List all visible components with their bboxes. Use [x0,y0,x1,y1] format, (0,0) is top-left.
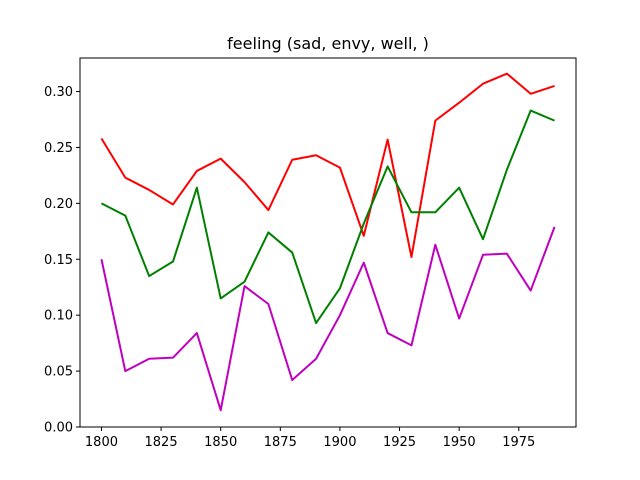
y-tick-label: 0.05 [44,365,73,380]
x-tick-label: 1925 [383,435,416,450]
x-tick-label: 1950 [443,435,476,450]
y-tick-label: 0.20 [44,197,73,212]
x-tick-label: 1850 [204,435,237,450]
y-tick-label: 0.10 [44,309,73,324]
y-tick-label: 0.00 [44,421,73,436]
x-axis: 1800 1825 1850 1875 1900 1925 1950 1975 [85,427,535,450]
chart-title: feeling (sad, envy, well, ) [227,34,429,53]
series-line-3 [100,226,556,412]
y-tick-label: 0.25 [44,141,73,156]
y-tick-label: 0.30 [44,85,73,100]
series-layer [100,72,556,412]
y-tick-label: 0.15 [44,253,73,268]
x-tick-label: 1900 [323,435,356,450]
x-tick-label: 1825 [145,435,178,450]
x-tick-label: 1875 [264,435,297,450]
plot-area-frame [79,57,577,428]
x-tick-label: 1975 [502,435,535,450]
series-line-1 [100,72,555,259]
series-line-2 [101,109,555,325]
x-tick-label: 1800 [85,435,118,450]
y-axis: 0.00 0.05 0.10 0.15 0.20 0.25 0.30 [44,85,80,436]
